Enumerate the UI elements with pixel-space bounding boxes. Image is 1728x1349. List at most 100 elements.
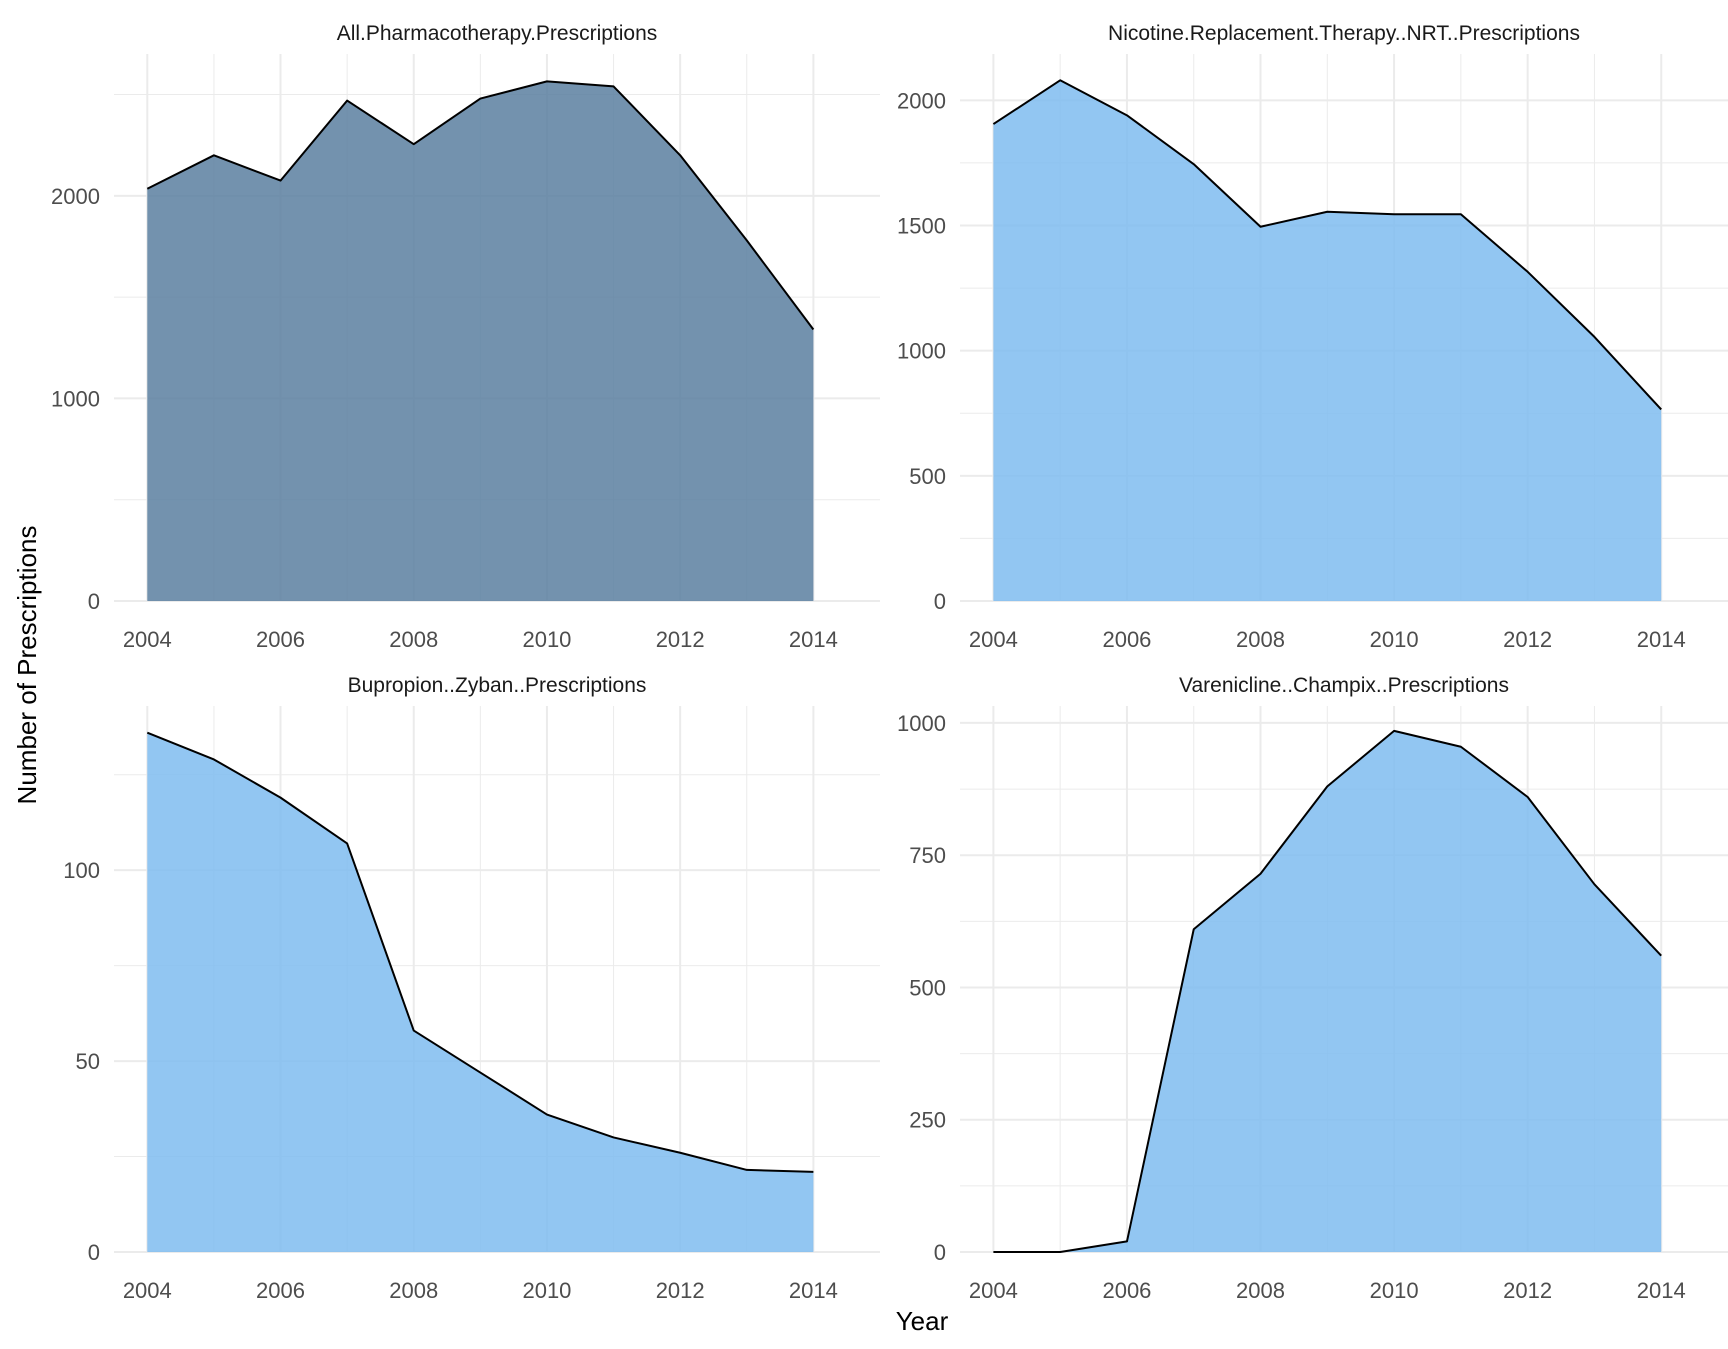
series-line: [993, 729, 1662, 1253]
x-tick-label: 2008: [389, 627, 438, 652]
x-tick-label: 2014: [789, 627, 838, 652]
x-tick-label: 2012: [656, 1278, 705, 1303]
data-point: [1125, 1239, 1129, 1243]
data-point: [1259, 225, 1263, 229]
x-tick-label: 2006: [256, 1278, 305, 1303]
y-tick-label: 1000: [51, 386, 100, 411]
data-point: [811, 328, 815, 332]
data-point: [1459, 212, 1463, 216]
panel-4: 0 250 500 750 1000 2004 2006 2008 2010 2012 2014 Va…: [897, 674, 1728, 1303]
x-tick-label: 2006: [256, 627, 305, 652]
data-point: [345, 841, 349, 845]
data-point: [1526, 795, 1530, 799]
data-point: [1325, 210, 1329, 214]
data-point: [212, 757, 216, 761]
data-point: [612, 1135, 616, 1139]
data-point: [1192, 162, 1196, 166]
series-line: [992, 79, 1662, 411]
x-tick-label: 2012: [656, 627, 705, 652]
x-axis-title: Year: [896, 1306, 949, 1336]
data-point: [545, 1113, 549, 1117]
y-axis-title: Number of Prescriptions: [12, 526, 42, 805]
x-tick-label: 2004: [969, 1278, 1018, 1303]
y-tick-label: 2000: [51, 184, 100, 209]
data-point: [612, 84, 616, 88]
data-point: [811, 1170, 815, 1174]
data-point: [745, 1168, 749, 1172]
data-point: [1659, 954, 1663, 958]
y-tick-label: 0: [88, 1240, 100, 1265]
data-point: [1659, 407, 1663, 411]
area-fill: [147, 81, 814, 602]
y-tick-label: 0: [88, 589, 100, 614]
y-tick-label: 1000: [897, 339, 946, 364]
x-tick-label: 2010: [522, 627, 571, 652]
y-tick-label: 750: [909, 843, 946, 868]
y-tick-label: 250: [909, 1108, 946, 1133]
data-point: [1592, 335, 1596, 339]
data-point: [1058, 1250, 1062, 1254]
x-tick-label: 2004: [123, 627, 172, 652]
x-tick-label: 2014: [1637, 1278, 1686, 1303]
x-tick-label: 2012: [1503, 1278, 1552, 1303]
y-tick-label: 0: [934, 1240, 946, 1265]
data-point: [145, 187, 149, 191]
x-tick-label: 2006: [1102, 1278, 1151, 1303]
data-point: [1259, 872, 1263, 876]
x-tick-label: 2004: [123, 1278, 172, 1303]
x-tick-label: 2012: [1503, 627, 1552, 652]
data-point: [212, 153, 216, 157]
data-point: [1392, 729, 1396, 733]
data-point: [678, 1151, 682, 1155]
data-point: [1459, 745, 1463, 749]
area-fill: [147, 732, 814, 1252]
panel-title: All.Pharmacotherapy.Prescriptions: [337, 22, 658, 45]
y-tick-label: 1500: [897, 213, 946, 238]
y-tick-label: 2000: [897, 88, 946, 113]
x-tick-label: 2008: [389, 1278, 438, 1303]
panel-title: Varenicline..Champix..Prescriptions: [1179, 674, 1509, 697]
y-tick-label: 50: [76, 1049, 100, 1074]
data-point: [279, 179, 283, 183]
data-point: [478, 1071, 482, 1075]
data-point: [1592, 882, 1596, 886]
area-fill: [993, 730, 1662, 1252]
series-line: [146, 731, 814, 1173]
panel-2: 0 500 1000 1500 2000 2004 2006 2008 2010 2012 2014…: [897, 22, 1728, 652]
x-tick-label: 2006: [1102, 627, 1151, 652]
x-tick-label: 2010: [1370, 627, 1419, 652]
x-tick-label: 2014: [1637, 627, 1686, 652]
data-point: [1192, 927, 1196, 931]
data-point: [991, 122, 995, 126]
data-point: [145, 731, 149, 735]
panel-3: 0 50 100 2004 2006 2008 2010 2012 2014 Bupropion.…: [63, 674, 880, 1303]
y-tick-label: 1000: [897, 711, 946, 736]
data-point: [1392, 212, 1396, 216]
panel-1: 0 1000 2000 2004 2006 2008 2010 2012 2014 All.Pha…: [51, 22, 880, 652]
data-point: [1058, 78, 1062, 82]
data-point: [545, 79, 549, 83]
panel-title: Bupropion..Zyban..Prescriptions: [348, 674, 647, 697]
x-tick-label: 2004: [969, 627, 1018, 652]
x-tick-label: 2008: [1236, 627, 1285, 652]
y-tick-label: 0: [934, 589, 946, 614]
data-point: [478, 97, 482, 101]
data-point: [1125, 113, 1129, 117]
data-point: [412, 142, 416, 146]
panel-title: Nicotine.Replacement.Therapy..NRT..Presc…: [1108, 22, 1580, 45]
data-point: [745, 238, 749, 242]
data-point: [345, 99, 349, 103]
data-point: [678, 153, 682, 157]
area-fill: [993, 80, 1662, 602]
x-tick-label: 2008: [1236, 1278, 1285, 1303]
series-line: [146, 80, 815, 331]
x-tick-label: 2010: [522, 1278, 571, 1303]
x-tick-label: 2010: [1370, 1278, 1419, 1303]
y-tick-label: 500: [909, 464, 946, 489]
data-point: [1325, 784, 1329, 788]
data-point: [1526, 270, 1530, 274]
y-tick-label: 500: [909, 975, 946, 1000]
data-point: [412, 1029, 416, 1033]
